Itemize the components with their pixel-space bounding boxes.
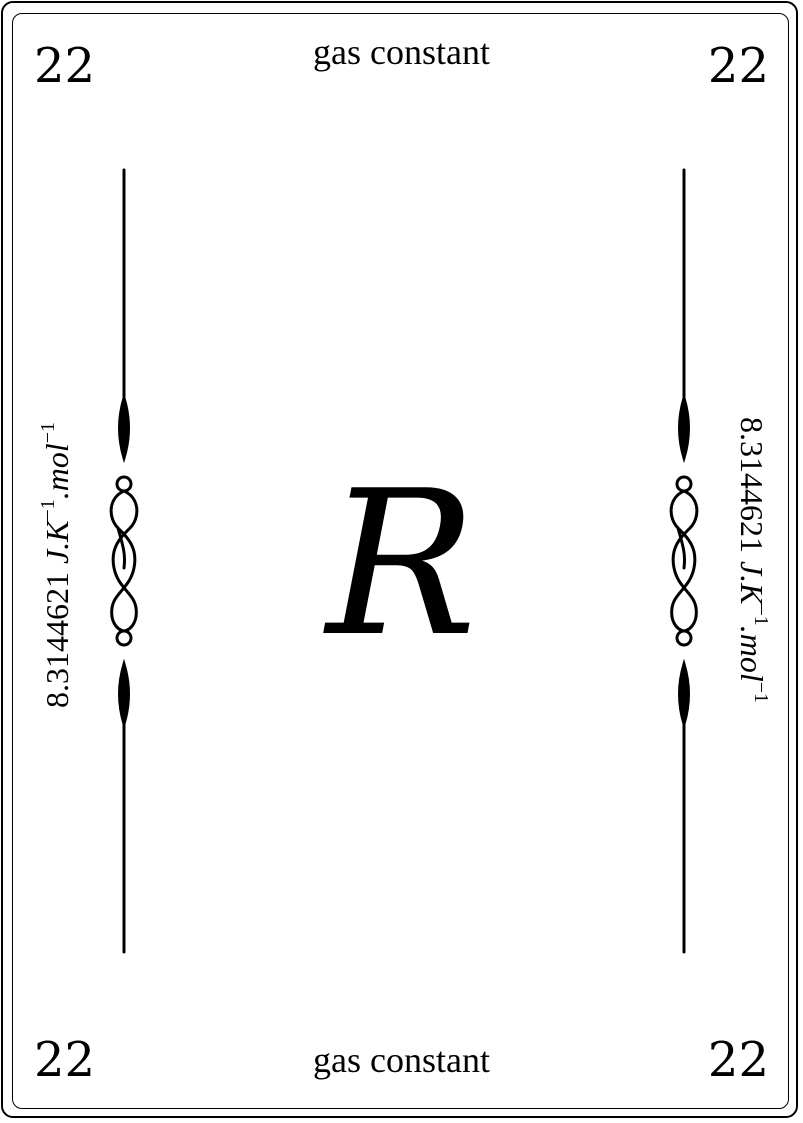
unit-exp-2: −1 (750, 681, 772, 704)
constant-symbol: R (326, 448, 477, 681)
corner-number-bottom-left: 22 (34, 1032, 96, 1088)
card-name-top: gas constant (313, 32, 490, 72)
corner-number-bottom-right: 22 (707, 1032, 769, 1088)
scroll-ornament-right-icon (669, 168, 699, 954)
corner-number-top-left: 22 (34, 38, 96, 94)
unit-exp-2: −1 (37, 421, 59, 444)
corner-number-top-right: 22 (707, 38, 769, 94)
card-inner-border (12, 13, 789, 1109)
card-name-bottom: gas constant (313, 1040, 490, 1080)
scroll-ornament-left-icon (109, 168, 139, 954)
